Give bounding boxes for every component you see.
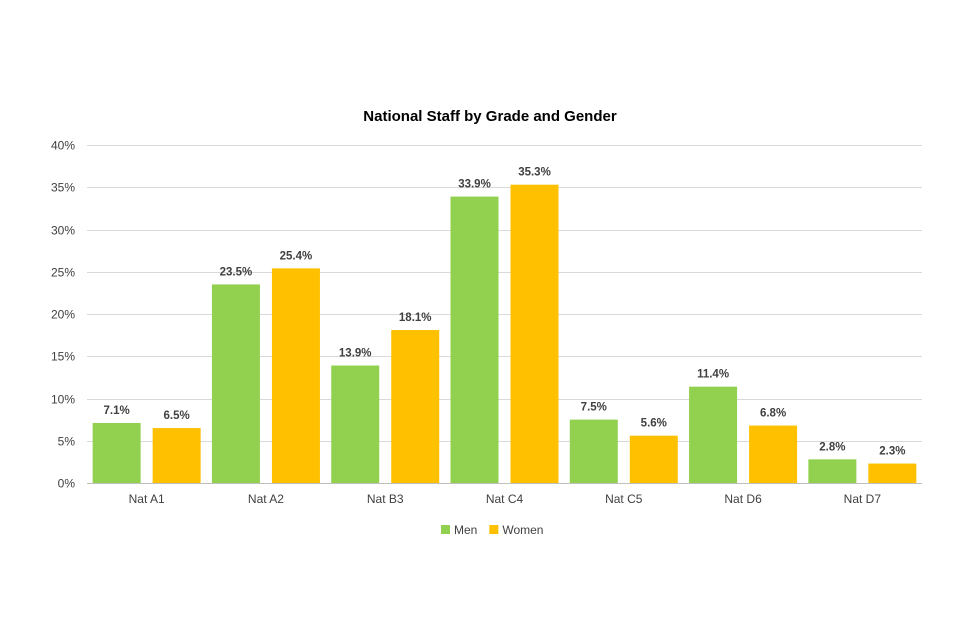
data-label: 2.8% [819, 441, 845, 453]
y-tick-label: 40% [51, 139, 75, 153]
bar-men-nat-c4 [450, 196, 499, 484]
legend-swatch-men [441, 525, 450, 534]
bar-men-nat-b3 [331, 365, 380, 483]
x-tick-label: Nat D7 [844, 492, 882, 506]
y-tick-label: 15% [51, 350, 75, 364]
y-tick-label: 30% [51, 224, 75, 238]
data-label: 23.5% [220, 266, 253, 278]
data-label: 18.1% [399, 312, 432, 324]
bar-women-nat-d7 [868, 463, 917, 483]
data-label: 7.1% [104, 405, 130, 417]
x-tick-label: Nat A2 [248, 492, 284, 506]
bar-men-nat-d6 [689, 386, 738, 483]
data-label: 11.4% [697, 369, 729, 381]
bar-women-nat-a2 [271, 268, 320, 483]
bar-men-nat-c5 [569, 419, 618, 483]
data-label: 33.9% [458, 179, 491, 191]
bar-men-nat-a2 [211, 284, 260, 483]
bar-men-nat-d7 [808, 459, 857, 483]
y-tick-label: 5% [58, 435, 76, 449]
bar-men-nat-a1 [92, 423, 141, 483]
data-label: 6.5% [164, 410, 190, 422]
data-labels: 7.1% 6.5% 23.5% 25.4% 13.9% 18.1% 33.9% 35.3% 7.… [104, 167, 906, 458]
y-axis-tick-labels: 0% 5% 10% 15% 20% 25% 30% 35% 40% [51, 139, 75, 491]
legend-swatch-women [489, 525, 499, 534]
bars [92, 184, 917, 484]
legend-label-women: Women [502, 523, 543, 537]
bar-women-nat-d6 [749, 425, 798, 483]
data-label: 7.5% [581, 402, 607, 414]
data-label: 5.6% [641, 418, 667, 430]
chart-title: National Staff by Grade and Gender [363, 108, 617, 125]
x-tick-label: Nat B3 [367, 492, 404, 506]
data-label: 25.4% [280, 250, 313, 262]
bar-women-nat-c5 [629, 435, 678, 483]
y-tick-label: 35% [51, 181, 75, 195]
data-label: 35.3% [518, 167, 551, 179]
bar-women-nat-b3 [391, 330, 440, 483]
y-tick-label: 20% [51, 308, 75, 322]
legend: Men Women [441, 523, 543, 537]
y-tick-label: 25% [51, 266, 75, 280]
x-tick-label: Nat A1 [129, 492, 165, 506]
x-axis-tick-labels: Nat A1 Nat A2 Nat B3 Nat C4 Nat C5 Nat D6 Nat … [129, 492, 882, 506]
data-label: 6.8% [760, 408, 786, 420]
y-tick-label: 10% [51, 393, 75, 407]
bar-women-nat-a1 [152, 428, 201, 483]
bar-women-nat-c4 [510, 184, 559, 483]
x-tick-label: Nat C5 [605, 492, 643, 506]
legend-label-men: Men [454, 523, 477, 537]
x-tick-label: Nat D6 [724, 492, 762, 506]
y-tick-label: 0% [58, 477, 76, 491]
data-label: 13.9% [339, 348, 372, 360]
data-label: 2.3% [879, 446, 905, 458]
x-tick-label: Nat C4 [486, 492, 524, 506]
